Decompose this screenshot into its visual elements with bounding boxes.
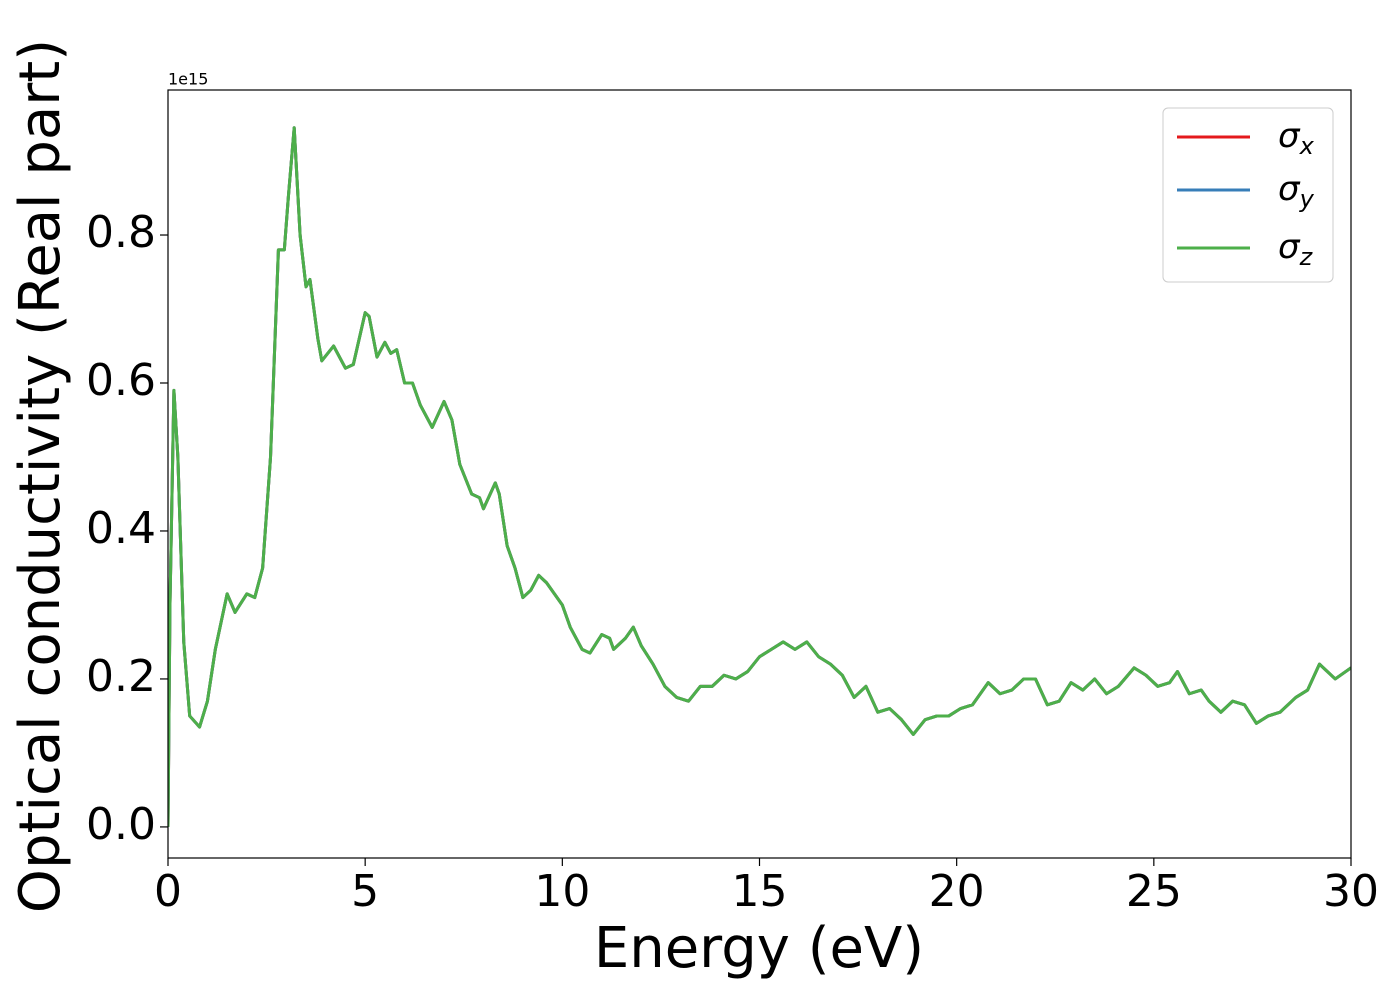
x-tick-label: 20 — [929, 866, 985, 917]
x-tick-label: 0 — [154, 866, 182, 917]
y-tick-label: 0.6 — [86, 355, 156, 406]
y-tick-label: 0.4 — [86, 503, 156, 554]
x-tick-label: 10 — [534, 866, 590, 917]
series-line — [168, 126, 1351, 827]
y-tick-label: 0.8 — [86, 207, 156, 258]
y-axis-label: Optical conductivity (Real part) — [8, 39, 73, 913]
x-tick-label: 15 — [732, 866, 788, 917]
legend-label: σy — [1278, 169, 1315, 214]
legend-label: σx — [1278, 116, 1315, 161]
x-tick-label: 30 — [1323, 866, 1379, 917]
plot-frame — [167, 89, 1352, 859]
y-tick-label: 0.2 — [86, 651, 156, 702]
y-tick-label: 0.0 — [86, 799, 156, 850]
x-tick-label: 25 — [1126, 866, 1182, 917]
x-tick-label: 5 — [351, 866, 379, 917]
legend-box — [1162, 107, 1334, 283]
x-axis-label: Energy (eV) — [594, 916, 924, 981]
legend-label: σz — [1278, 227, 1314, 272]
y-offset-label: 1e15 — [168, 70, 208, 89]
